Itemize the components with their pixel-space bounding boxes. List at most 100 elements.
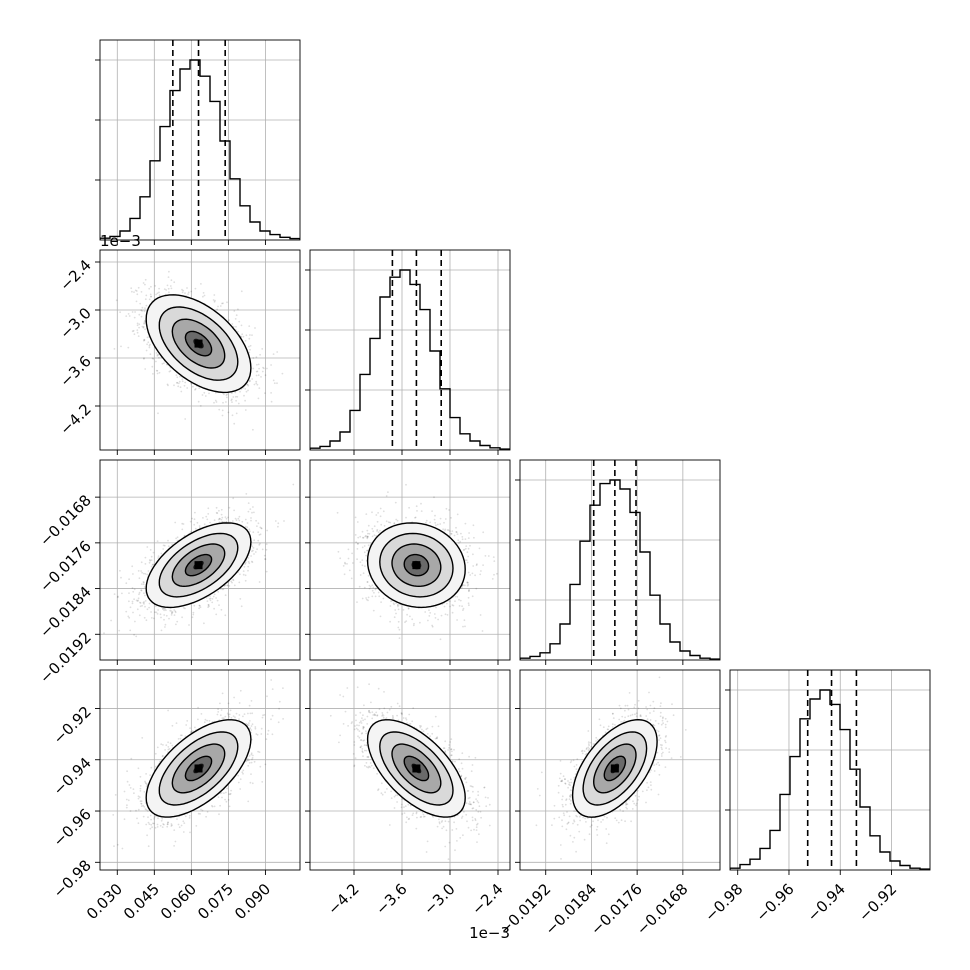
scatter-point [253,539,256,542]
scatter-point [150,295,152,298]
scatter-point [439,517,442,520]
scatter-point [365,597,367,599]
scatter-point [158,291,160,294]
scatter-point [119,311,121,314]
scatter-point [277,522,280,525]
scatter-point [245,334,248,337]
scatter-point [145,349,148,352]
scatter-point [413,622,415,625]
scatter-point [389,521,392,524]
scatter-point [142,282,145,284]
scatter-point [163,614,166,616]
scatter-point [258,544,261,546]
scatter-point [190,382,193,385]
scatter-point [198,604,201,607]
scatter-point [224,516,227,518]
scatter-point [141,310,144,312]
scatter-point [249,379,251,382]
scatter-point [168,270,170,273]
scatter-point [405,516,407,519]
scatter-point [162,548,165,550]
scatter-point [143,321,146,324]
scatter-point [181,378,184,380]
scatter-point [133,333,136,336]
scatter-point [191,616,194,619]
scatter-point [397,604,399,607]
scatter-point [131,602,134,605]
scatter-point [259,353,261,356]
scatter-point [177,385,180,388]
scatter-point [143,357,145,359]
scatter-point [152,551,155,554]
scatter-point [224,594,227,597]
scatter-point [264,392,266,394]
scatter-point [200,283,202,285]
scatter-point [257,397,260,400]
scatter-point [257,539,260,542]
scatter-point [157,555,160,557]
scatter-point [431,624,433,627]
scatter-point [165,289,168,291]
scatter-point [169,609,172,612]
scatter-point [144,563,147,565]
scatter-point [127,600,130,603]
scatter-point [121,592,123,595]
scatter-point [179,375,181,378]
scatter-point [437,618,439,621]
scatter-point [255,374,258,377]
scatter-point [156,372,159,375]
scatter-point [156,355,159,357]
scatter-point [222,401,224,404]
scatter-point [226,393,229,396]
panel-frame [99,39,301,241]
scatter-point [143,586,146,588]
scatter-point [145,304,148,307]
scatter-point [467,583,470,586]
scatter-point [219,305,222,307]
scatter-point [207,507,210,510]
scatter-point [464,559,467,562]
scatter-point [170,287,173,290]
scatter-point [250,519,252,522]
scatter-point [143,310,146,313]
scatter-point [164,623,167,626]
scatter-point [244,563,247,565]
scatter-point [138,323,141,326]
scatter-point [233,310,236,312]
scatter-point [192,385,194,388]
scatter-point [192,611,195,614]
scatter-point [144,278,147,281]
scatter-point [135,300,138,303]
scatter-point [141,306,144,309]
scatter-point [125,610,128,613]
scatter-point [110,619,112,622]
scatter-point [151,563,154,566]
scatter-point [169,370,172,372]
scatter-point [237,402,240,405]
scatter-point [373,534,376,537]
scatter-point [255,519,257,522]
scatter-point [462,609,464,611]
scatter-point [145,294,148,297]
scatter-point [131,587,134,589]
scatter-point [467,537,470,539]
scatter-point [137,597,140,600]
scatter-point [405,620,408,622]
scatter-point [190,290,193,293]
scatter-point [144,573,147,575]
scatter-point [274,520,277,522]
panel-frame [99,459,301,661]
density-peak [194,339,203,348]
scatter-point [264,558,266,560]
contour-line [158,532,239,598]
scatter-point [362,536,364,539]
scatter-point [248,380,251,383]
scatter-point [252,549,254,552]
scatter-point [262,366,264,369]
scatter-point [149,293,152,296]
scatter-point [155,360,157,363]
scatter-point [133,598,136,601]
scatter-point [154,285,157,287]
scatter-point [251,378,254,380]
